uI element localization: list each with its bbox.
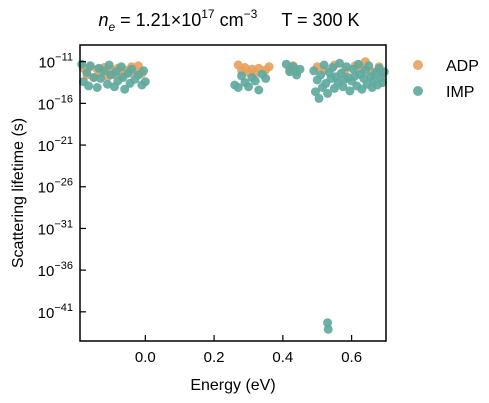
x-tick-label: 0.4: [272, 349, 293, 366]
data-point-imp: [104, 60, 114, 70]
y-tick-exponent: −41: [54, 302, 73, 314]
legend-label-imp: IMP: [446, 84, 474, 101]
y-tick-label: 10−16: [38, 93, 73, 113]
data-point-imp: [250, 76, 260, 86]
data-point-imp: [244, 82, 253, 92]
data-point-imp: [127, 64, 137, 74]
data-point-imp: [379, 67, 389, 77]
data-point-imp: [99, 66, 109, 76]
y-tick-base: 10: [38, 180, 55, 197]
data-point-imp: [323, 88, 333, 98]
y-tick-label: 10−31: [38, 218, 73, 238]
data-point-imp: [338, 82, 348, 92]
data-point-imp: [82, 68, 92, 77]
y-tick-base: 10: [38, 305, 55, 322]
data-point-imp: [309, 66, 319, 76]
x-tick-label: 0.6: [341, 349, 362, 366]
data-point-imp: [103, 79, 112, 89]
y-tick-label: 10−41: [38, 302, 73, 322]
data-point-imp: [281, 59, 291, 69]
data-point-imp: [314, 93, 324, 103]
y-tick-exponent: −16: [54, 93, 73, 105]
data-point-adp: [264, 62, 274, 72]
data-point-imp: [85, 61, 95, 71]
data-point-imp: [354, 59, 363, 69]
y-tick-exponent: −31: [54, 218, 73, 230]
title-density-subscript: e: [108, 20, 115, 34]
y-tick-base: 10: [38, 263, 55, 280]
legend-marker-adp: [413, 60, 423, 70]
data-point-imp: [328, 63, 338, 72]
plot-area: [77, 57, 389, 334]
data-point-imp: [120, 84, 130, 94]
y-tick-label: 10−21: [38, 135, 73, 155]
y-tick-exponent: −36: [54, 260, 73, 272]
legend-marker-imp: [413, 86, 423, 96]
title-density-unit-exponent: −3: [244, 7, 258, 21]
data-point-imp: [233, 83, 243, 92]
data-point-imp: [323, 324, 333, 334]
title-density-exponent: 17: [201, 7, 215, 21]
title-density-unit: cm: [220, 10, 244, 30]
data-point-imp: [254, 85, 264, 95]
data-point-imp: [261, 73, 271, 83]
y-tick-base: 10: [38, 96, 55, 113]
data-point-imp: [323, 318, 333, 328]
title-temperature: T = 300 K: [281, 10, 359, 30]
y-tick-exponent: −21: [54, 135, 73, 147]
data-point-imp: [77, 59, 87, 69]
legend-label-adp: ADP: [446, 58, 479, 75]
data-point-imp: [89, 73, 99, 82]
data-point-imp: [96, 73, 106, 83]
y-axis-label: Scattering lifetime (s): [10, 118, 27, 268]
data-point-imp: [140, 77, 150, 87]
data-point-imp: [92, 83, 102, 92]
y-tick-exponent: −26: [54, 177, 73, 189]
data-point-imp: [335, 58, 345, 68]
legend: ADP IMP: [413, 58, 479, 101]
data-point-imp: [316, 70, 326, 80]
title-equals: =: [115, 10, 136, 30]
data-point-imp: [139, 66, 149, 76]
x-axis-label: Energy (eV): [190, 377, 275, 394]
data-point-imp: [295, 64, 305, 74]
data-point-imp: [288, 62, 298, 72]
title-density-symbol: n: [98, 10, 108, 30]
x-axis-ticks: 0.0 0.2 0.4 0.6: [135, 335, 362, 366]
data-point-imp: [345, 86, 355, 96]
y-tick-exponent: −11: [55, 52, 73, 64]
y-tick-base: 10: [38, 55, 55, 72]
y-tick-label: 10−26: [38, 177, 73, 197]
data-point-imp: [116, 62, 126, 72]
data-point-imp: [319, 60, 329, 70]
y-tick-label: 10−11: [38, 52, 73, 72]
chart-title: ne = 1.21×1017 cm−3 T = 300 K: [98, 7, 359, 34]
series-imp: [77, 58, 389, 334]
y-tick-base: 10: [38, 138, 55, 155]
data-point-imp: [378, 78, 388, 87]
x-tick-label: 0.2: [204, 349, 225, 366]
plot-frame: [79, 44, 387, 342]
title-density-value: 1.21×10: [136, 10, 202, 30]
data-point-imp: [84, 81, 94, 91]
y-tick-base: 10: [38, 221, 55, 238]
y-tick-label: 10−36: [38, 260, 73, 280]
x-tick-label: 0.0: [135, 349, 156, 366]
data-point-imp: [311, 87, 320, 97]
data-point-imp: [364, 61, 374, 71]
data-point-imp: [342, 62, 351, 72]
